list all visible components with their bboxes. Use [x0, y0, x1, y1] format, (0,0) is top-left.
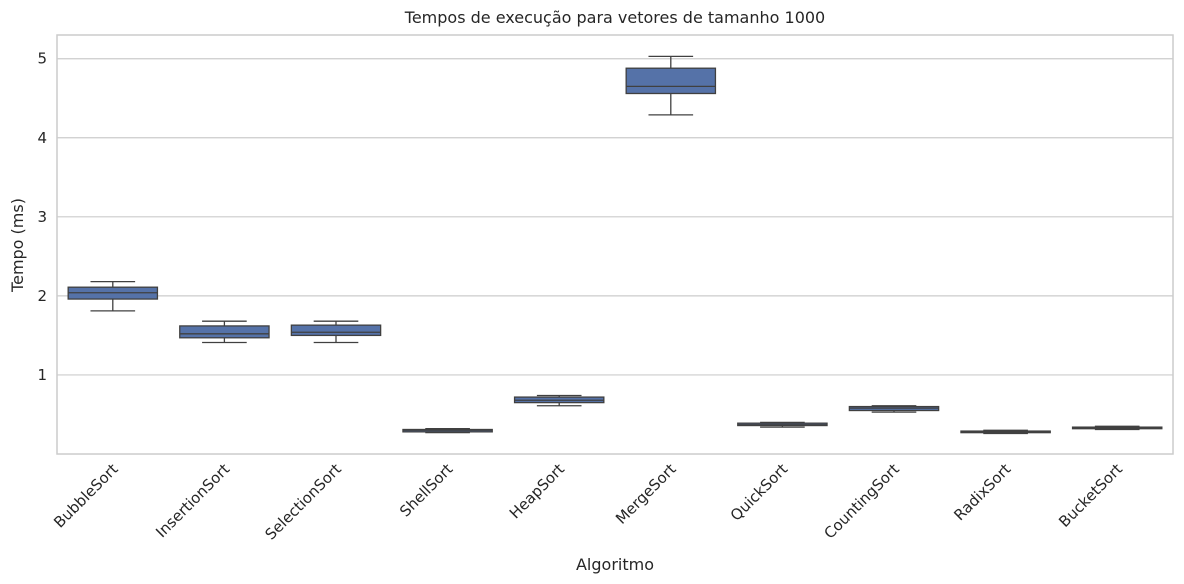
iqr-box: [290, 324, 382, 337]
box-countingsort: [848, 405, 940, 413]
plot-frame: [56, 34, 1174, 455]
box-mergesort: [625, 55, 717, 116]
y-tick-label: 1: [37, 366, 47, 384]
y-axis-label: Tempo (ms): [8, 198, 27, 293]
x-axis-ticks: BubbleSort InsertionSort SelectionSort Shel…: [50, 460, 1126, 543]
box-shellsort: [402, 428, 493, 434]
x-tick-label: BubbleSort: [50, 460, 121, 531]
box-heapsort: [513, 394, 605, 407]
box-insertionsort: [179, 320, 270, 344]
box-radixsort: [960, 429, 1051, 435]
box-quicksort: [737, 421, 828, 428]
chart-title: Tempos de execução para vetores de taman…: [404, 8, 825, 27]
grid-lines: [57, 58, 1173, 376]
iqr-box: [179, 325, 270, 339]
x-tick-label: MergeSort: [612, 460, 680, 528]
x-tick-label: ShellSort: [396, 460, 456, 520]
y-axis-ticks: 1 2 3 4 5: [37, 50, 47, 384]
x-axis-label: Algoritmo: [576, 555, 654, 574]
box-bubblesort: [67, 281, 159, 312]
box-selectionsort: [290, 320, 382, 344]
y-tick-label: 5: [37, 50, 47, 68]
x-tick-label: RadixSort: [950, 460, 1014, 524]
y-tick-label: 4: [37, 129, 47, 147]
x-tick-label: InsertionSort: [152, 460, 233, 541]
x-tick-label: CountingSort: [820, 460, 902, 542]
x-tick-label: BucketSort: [1055, 460, 1126, 531]
x-tick-label: HeapSort: [506, 460, 568, 522]
box-bucketsort: [1071, 425, 1163, 431]
y-tick-label: 2: [37, 287, 47, 305]
x-tick-label: QuickSort: [727, 460, 792, 525]
y-tick-label: 3: [37, 208, 47, 226]
x-tick-label: SelectionSort: [261, 460, 344, 543]
iqr-box: [625, 67, 717, 95]
boxes: [67, 55, 1163, 435]
